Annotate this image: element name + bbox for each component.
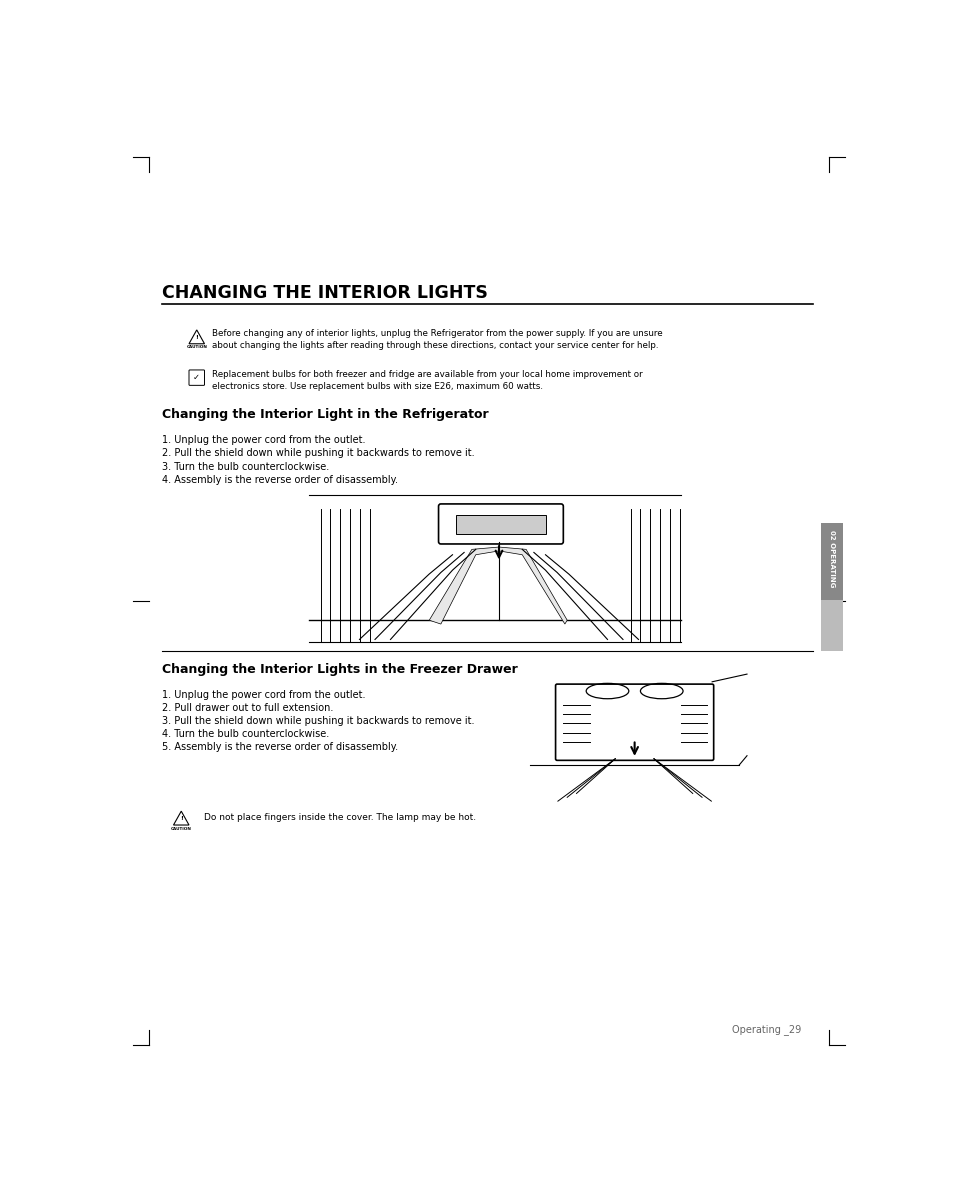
Text: electronics store. Use replacement bulbs with size E26, maximum 60 watts.: electronics store. Use replacement bulbs… <box>212 382 542 392</box>
Text: 2. Pull the shield down while pushing it backwards to remove it.: 2. Pull the shield down while pushing it… <box>162 449 474 458</box>
Text: 3. Pull the shield down while pushing it backwards to remove it.: 3. Pull the shield down while pushing it… <box>162 715 474 726</box>
Text: 1. Unplug the power cord from the outlet.: 1. Unplug the power cord from the outlet… <box>162 436 365 445</box>
Text: 5. Assembly is the reverse order of disassembly.: 5. Assembly is the reverse order of disa… <box>162 741 397 752</box>
Text: Do not place fingers inside the cover. The lamp may be hot.: Do not place fingers inside the cover. T… <box>204 813 477 822</box>
Text: 4. Turn the bulb counterclockwise.: 4. Turn the bulb counterclockwise. <box>162 728 329 739</box>
Text: about changing the lights after reading through these directions, contact your s: about changing the lights after reading … <box>212 342 659 351</box>
Text: 02 OPERATING: 02 OPERATING <box>828 530 835 588</box>
Text: 3. Turn the bulb counterclockwise.: 3. Turn the bulb counterclockwise. <box>162 462 329 471</box>
Text: Replacement bulbs for both freezer and fridge are available from your local home: Replacement bulbs for both freezer and f… <box>212 370 642 378</box>
Text: 1. Unplug the power cord from the outlet.: 1. Unplug the power cord from the outlet… <box>162 689 365 700</box>
Text: 2. Pull drawer out to full extension.: 2. Pull drawer out to full extension. <box>162 702 333 713</box>
Text: Operating _29: Operating _29 <box>731 1025 801 1035</box>
Text: Before changing any of interior lights, unplug the Refrigerator from the power s: Before changing any of interior lights, … <box>212 330 662 338</box>
Polygon shape <box>498 547 567 624</box>
Text: 4. Assembly is the reverse order of disassembly.: 4. Assembly is the reverse order of disa… <box>162 475 397 484</box>
Bar <box>821 600 842 651</box>
FancyBboxPatch shape <box>555 684 713 760</box>
Text: CHANGING THE INTERIOR LIGHTS: CHANGING THE INTERIOR LIGHTS <box>162 284 487 302</box>
Text: CAUTION: CAUTION <box>171 827 192 831</box>
Bar <box>456 515 545 534</box>
Text: CAUTION: CAUTION <box>186 345 207 350</box>
Text: Changing the Interior Lights in the Freezer Drawer: Changing the Interior Lights in the Free… <box>162 663 517 676</box>
Bar <box>821 524 842 600</box>
Text: Changing the Interior Light in the Refrigerator: Changing the Interior Light in the Refri… <box>162 408 488 421</box>
Polygon shape <box>429 547 498 624</box>
Text: !: ! <box>179 816 182 821</box>
Text: !: ! <box>195 336 198 340</box>
Text: ✓: ✓ <box>193 374 200 382</box>
Bar <box>309 497 680 641</box>
FancyBboxPatch shape <box>438 503 562 544</box>
